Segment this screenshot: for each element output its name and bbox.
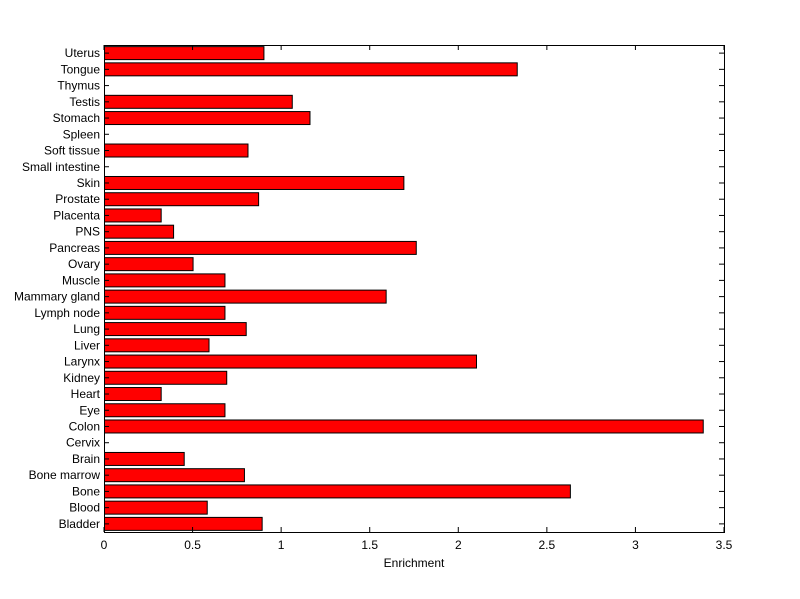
x-tick-label: 3.5 xyxy=(716,538,733,552)
y-tick-label: Placenta xyxy=(53,208,100,222)
x-tick-label: 0.5 xyxy=(184,538,201,552)
ticks-layer xyxy=(103,45,725,532)
y-tick-label: Larynx xyxy=(64,355,100,369)
x-tick-label: 3 xyxy=(632,538,639,552)
x-tick-label: 1 xyxy=(278,538,285,552)
x-axis-label: Enrichment xyxy=(384,556,445,570)
bar-ovary xyxy=(104,257,194,272)
axes-box xyxy=(104,45,725,533)
bar-larynx xyxy=(104,354,477,369)
bar-lung xyxy=(104,322,247,337)
y-tick-label: Bone xyxy=(72,484,100,498)
labels-layer: Bladder Blood Bone Bone marrow Brain Cervix Co… xyxy=(14,46,733,552)
bar-prostate xyxy=(104,192,260,207)
y-tick-label: Colon xyxy=(69,419,100,433)
x-tick-label: 2 xyxy=(455,538,462,552)
y-tick-label: Small intestine xyxy=(22,160,100,174)
bar-skin xyxy=(104,175,405,190)
bars-layer xyxy=(104,46,704,531)
x-tick-label: 2.5 xyxy=(539,538,556,552)
bar-liver xyxy=(104,338,210,353)
bar-brain xyxy=(104,451,185,466)
y-tick-label: Ovary xyxy=(68,257,100,271)
y-tick-label: Liver xyxy=(74,338,100,352)
x-tick-label: 0 xyxy=(101,538,108,552)
bar-uterus xyxy=(104,46,265,61)
y-tick-label: Thymus xyxy=(57,79,100,93)
y-tick-label: Tongue xyxy=(61,62,101,76)
y-tick-label: Muscle xyxy=(62,273,100,287)
y-tick-label: Eye xyxy=(79,403,100,417)
y-tick-label: Spleen xyxy=(63,127,100,141)
y-tick-label: Skin xyxy=(77,176,100,190)
bar-mammary-gland xyxy=(104,289,387,304)
bar-pancreas xyxy=(104,240,417,255)
bar-heart xyxy=(104,387,162,402)
y-tick-label: Lymph node xyxy=(34,306,100,320)
bar-bladder xyxy=(104,516,263,531)
bar-kidney xyxy=(104,370,228,385)
bar-eye xyxy=(104,403,226,418)
x-tick-label: 1.5 xyxy=(361,538,378,552)
bar-tongue xyxy=(104,62,518,77)
y-tick-label: Stomach xyxy=(53,111,100,125)
bar-testis xyxy=(104,94,293,109)
y-tick-label: Uterus xyxy=(65,46,100,60)
y-tick-label: Cervix xyxy=(66,436,100,450)
y-tick-label: Blood xyxy=(69,501,100,515)
y-tick-label: Brain xyxy=(72,452,100,466)
bar-blood xyxy=(104,500,208,515)
y-tick-label: Mammary gland xyxy=(14,290,100,304)
bar-lymph-node xyxy=(104,305,226,320)
y-tick-label: Kidney xyxy=(63,371,100,385)
bar-muscle xyxy=(104,273,226,288)
bar-stomach xyxy=(104,111,311,126)
y-tick-label: PNS xyxy=(75,225,100,239)
bar-pns xyxy=(104,224,175,239)
bar-bone xyxy=(104,484,571,499)
y-tick-label: Bladder xyxy=(59,517,100,531)
y-tick-label: Pancreas xyxy=(49,241,100,255)
y-tick-label: Lung xyxy=(73,322,100,336)
y-tick-label: Bone marrow xyxy=(29,468,101,482)
bar-soft-tissue xyxy=(104,143,249,158)
bar-bone-marrow xyxy=(104,468,245,483)
y-tick-label: Soft tissue xyxy=(44,144,100,158)
y-tick-label: Testis xyxy=(69,95,100,109)
bar-placenta xyxy=(104,208,162,223)
y-tick-label: Heart xyxy=(71,387,101,401)
bar-colon xyxy=(104,419,704,434)
y-tick-label: Prostate xyxy=(55,192,100,206)
